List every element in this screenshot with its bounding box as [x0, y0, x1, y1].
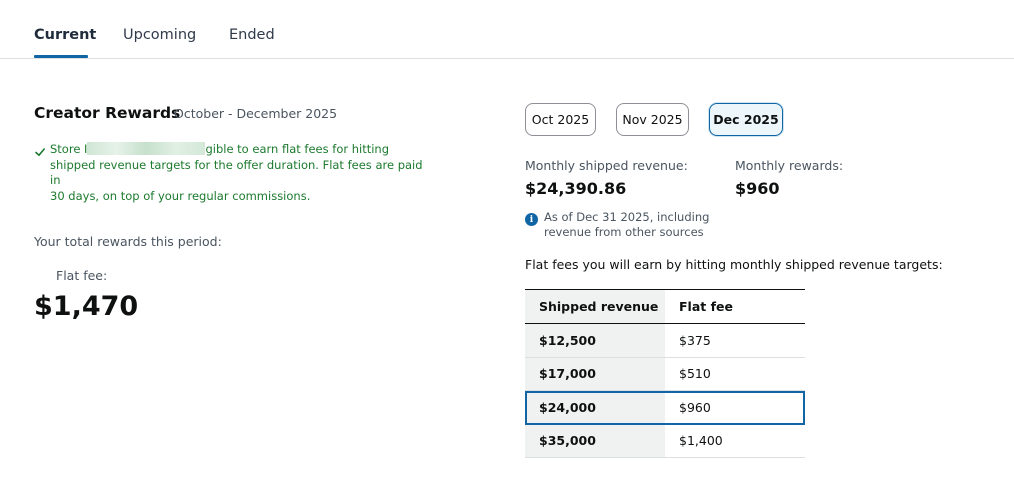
eligibility-notice: Store I gible to earn flat fees for hitti…: [50, 142, 430, 204]
header-flat-fee: Flat fee: [679, 299, 733, 314]
notice-suffix: gible to earn flat fees for hitting: [205, 142, 390, 156]
month-button-dec-2025[interactable]: Dec 2025: [709, 103, 783, 136]
program-period: October - December 2025: [174, 106, 338, 121]
flat-fee-cell: $510: [679, 366, 711, 382]
table-row: $35,000 $1,400: [525, 424, 805, 458]
revenue-target-cell: $35,000: [525, 424, 665, 457]
info-line-2: revenue from other sources: [544, 225, 704, 239]
flat-fee-amount: $1,470: [34, 291, 139, 322]
revenue-info-note: As of Dec 31 2025, including revenue fro…: [544, 210, 724, 240]
flat-fee-label: Flat fee:: [56, 268, 108, 283]
redacted-text: [87, 142, 206, 155]
revenue-target-cell: $17,000: [525, 357, 665, 390]
notice-prefix: Store I: [50, 142, 88, 156]
notice-line-2: shipped revenue targets for the offer du…: [50, 157, 423, 188]
table-row: $17,000 $510: [525, 357, 805, 391]
tab-ended[interactable]: Ended: [229, 27, 275, 43]
monthly-rewards-value: $960: [735, 179, 780, 198]
month-button-nov-2025[interactable]: Nov 2025: [616, 103, 689, 136]
active-tab-indicator: [34, 55, 88, 58]
monthly-revenue-label: Monthly shipped revenue:: [525, 158, 688, 173]
checkmark-icon: [35, 148, 45, 156]
revenue-targets-table: Shipped revenue Flat fee $12,500 $375 $1…: [525, 289, 805, 458]
table-row: $12,500 $375: [525, 324, 805, 358]
program-title: Creator Rewards: [34, 104, 181, 122]
tab-upcoming[interactable]: Upcoming: [123, 27, 197, 43]
table-header-row: Shipped revenue Flat fee: [525, 290, 805, 324]
notice-line-3: 30 days, on top of your regular commissi…: [50, 188, 311, 203]
revenue-target-cell: $12,500: [525, 324, 665, 357]
info-line-1: As of Dec 31 2025, including: [544, 210, 710, 224]
flat-fee-cell: $960: [679, 399, 711, 415]
tab-current[interactable]: Current: [34, 27, 97, 43]
targets-caption: Flat fees you will earn by hitting month…: [525, 257, 943, 272]
tab-bar: Current Upcoming Ended: [0, 0, 1014, 59]
info-icon[interactable]: i: [525, 213, 538, 226]
table-row-current: $24,000 $960: [525, 391, 805, 425]
monthly-revenue-value: $24,390.86: [525, 179, 627, 198]
flat-fee-cell: $375: [679, 332, 711, 348]
total-rewards-label: Your total rewards this period:: [34, 234, 222, 249]
monthly-rewards-label: Monthly rewards:: [735, 158, 844, 173]
revenue-target-cell: $24,000: [525, 391, 665, 424]
header-shipped-revenue: Shipped revenue: [525, 290, 665, 323]
flat-fee-cell: $1,400: [679, 433, 723, 449]
month-button-oct-2025[interactable]: Oct 2025: [525, 103, 596, 136]
